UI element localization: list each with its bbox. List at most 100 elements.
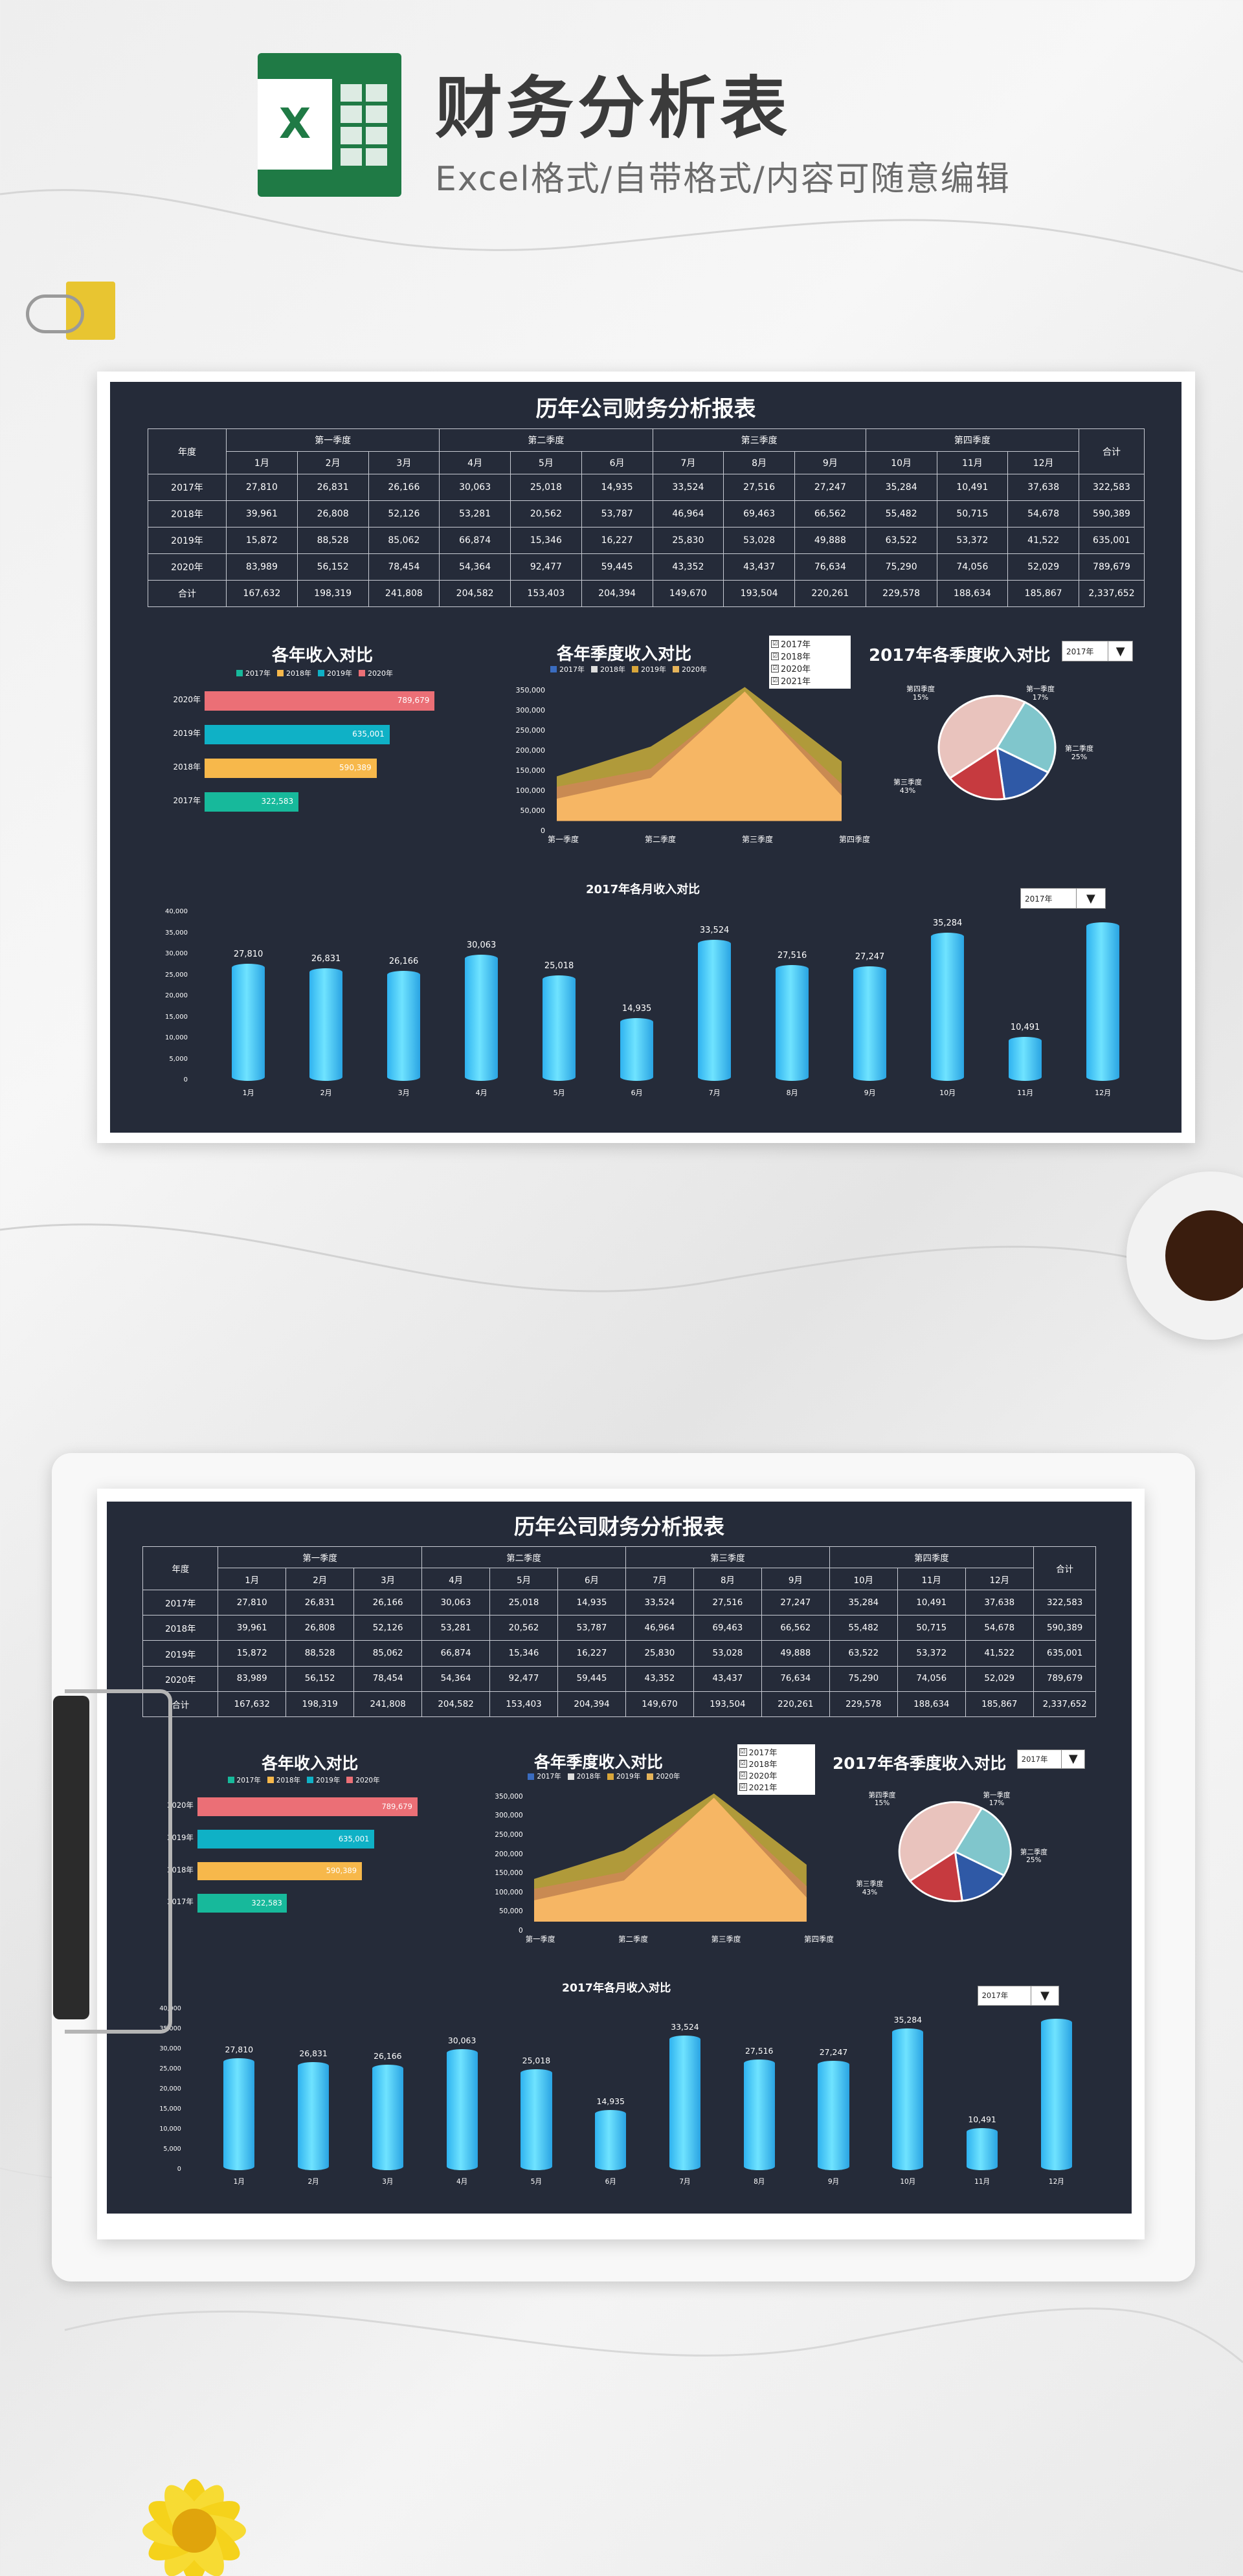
table-cell[interactable]: 27,247 [794, 474, 866, 501]
year-filter-list[interactable]: ☑ 2017年 ☑ 2018年 ☑ 2020年 ☑ 2021年 [769, 636, 851, 689]
monthly-year-dropdown[interactable]: 2017年 ▼ [1020, 888, 1106, 909]
table-cell[interactable]: 66,562 [761, 1615, 830, 1641]
table-cell[interactable]: 53,372 [936, 527, 1009, 554]
chevron-down-icon[interactable]: ▼ [1108, 641, 1132, 661]
table-cell[interactable]: 52,126 [353, 1615, 423, 1641]
table-cell[interactable]: 20,562 [489, 1615, 558, 1641]
table-cell[interactable]: 241,808 [368, 580, 440, 607]
table-cell[interactable]: 15,872 [226, 527, 298, 554]
table-cell[interactable]: 76,634 [761, 1665, 830, 1692]
monthly-bar[interactable] [387, 970, 420, 1081]
table-cell[interactable]: 25,830 [652, 527, 724, 554]
filter-checkbox[interactable]: ☑ [739, 1782, 747, 1791]
table-cell[interactable]: 88,528 [286, 1640, 355, 1667]
row-total[interactable]: 789,679 [1033, 1665, 1097, 1692]
table-cell[interactable]: 50,715 [936, 500, 1009, 527]
filter-checkbox[interactable]: ☑ [739, 1748, 747, 1756]
table-cell[interactable]: 43,437 [693, 1665, 762, 1692]
filter-item[interactable]: ☑ 2017年 [771, 638, 849, 650]
pie-slice[interactable] [954, 1849, 1005, 1902]
table-cell[interactable]: 74,056 [936, 553, 1009, 581]
table-cell[interactable]: 53,281 [439, 500, 511, 527]
filter-checkbox[interactable]: ☑ [739, 1759, 747, 1768]
table-cell[interactable]: 59,445 [581, 553, 653, 581]
table-cell[interactable]: 153,403 [510, 580, 582, 607]
table-cell[interactable]: 83,989 [226, 553, 298, 581]
table-cell[interactable]: 56,152 [297, 553, 369, 581]
table-cell[interactable]: 27,810 [218, 1589, 287, 1616]
table-cell[interactable]: 63,522 [865, 527, 937, 554]
table-cell[interactable]: 54,678 [965, 1615, 1034, 1641]
table-cell[interactable]: 27,516 [693, 1589, 762, 1616]
table-cell[interactable]: 54,364 [421, 1665, 491, 1692]
table-cell[interactable]: 25,018 [510, 474, 582, 501]
monthly-bar[interactable] [297, 2062, 330, 2170]
table-cell[interactable]: 83,989 [218, 1665, 287, 1692]
table-cell[interactable]: 85,062 [353, 1640, 423, 1667]
monthly-bar[interactable] [521, 2069, 552, 2170]
monthly-year-dropdown[interactable]: 2017年 ▼ [977, 1985, 1060, 2006]
table-cell[interactable]: 241,808 [353, 1691, 423, 1718]
table-cell[interactable]: 26,831 [297, 474, 369, 501]
table-cell[interactable]: 56,152 [286, 1665, 355, 1692]
monthly-bar[interactable] [223, 2058, 255, 2170]
table-cell[interactable]: 229,578 [865, 580, 937, 607]
table-cell[interactable]: 49,888 [761, 1640, 830, 1667]
table-cell[interactable]: 27,247 [761, 1589, 830, 1616]
table-cell[interactable]: 69,463 [723, 500, 795, 527]
filter-item[interactable]: ☑ 2021年 [739, 1781, 814, 1793]
monthly-bar[interactable] [818, 2060, 849, 2170]
filter-checkbox[interactable]: ☑ [771, 676, 779, 685]
filter-item[interactable]: ☑ 2021年 [771, 674, 849, 687]
table-cell[interactable]: 53,787 [557, 1615, 626, 1641]
table-cell[interactable]: 10,491 [936, 474, 1009, 501]
table-cell[interactable]: 52,029 [965, 1665, 1034, 1692]
table-cell[interactable]: 27,810 [226, 474, 298, 501]
monthly-bar[interactable] [465, 954, 498, 1081]
table-cell[interactable]: 167,632 [218, 1691, 287, 1718]
table-cell[interactable]: 43,352 [652, 553, 724, 581]
table-cell[interactable]: 26,808 [297, 500, 369, 527]
table-cell[interactable]: 53,787 [581, 500, 653, 527]
monthly-bar[interactable] [669, 2035, 701, 2170]
table-cell[interactable]: 85,062 [368, 527, 440, 554]
table-cell[interactable]: 52,126 [368, 500, 440, 527]
table-cell[interactable]: 46,964 [652, 500, 724, 527]
row-total[interactable]: 635,001 [1033, 1640, 1097, 1667]
table-cell[interactable]: 185,867 [965, 1691, 1034, 1718]
monthly-bar[interactable] [966, 2127, 998, 2170]
table-cell[interactable]: 76,634 [794, 553, 866, 581]
filter-checkbox[interactable]: ☑ [771, 652, 779, 660]
annual-bar[interactable]: 789,679 [205, 691, 435, 711]
monthly-bar[interactable] [372, 2065, 403, 2170]
area-series[interactable] [533, 1797, 807, 1922]
table-cell[interactable]: 75,290 [865, 553, 937, 581]
table-cell[interactable]: 35,284 [865, 474, 937, 501]
table-cell[interactable]: 15,346 [489, 1640, 558, 1667]
table-cell[interactable]: 16,227 [557, 1640, 626, 1667]
table-cell[interactable]: 66,874 [421, 1640, 491, 1667]
table-cell[interactable]: 49,888 [794, 527, 866, 554]
area-series[interactable] [557, 691, 842, 821]
row-total[interactable]: 322,583 [1079, 474, 1145, 501]
table-cell[interactable]: 54,364 [439, 553, 511, 581]
table-cell[interactable]: 92,477 [489, 1665, 558, 1692]
table-cell[interactable]: 50,715 [897, 1615, 966, 1641]
table-cell[interactable]: 15,346 [510, 527, 582, 554]
row-total[interactable]: 789,679 [1079, 553, 1145, 581]
table-cell[interactable]: 39,961 [218, 1615, 287, 1641]
table-cell[interactable]: 39,961 [226, 500, 298, 527]
table-cell[interactable]: 220,261 [761, 1691, 830, 1718]
annual-bar[interactable]: 635,001 [197, 1829, 374, 1849]
annual-bar[interactable]: 635,001 [205, 725, 390, 744]
monthly-bar[interactable] [543, 975, 576, 1081]
monthly-bar[interactable] [620, 1017, 653, 1081]
monthly-bar[interactable] [853, 966, 886, 1081]
chevron-down-icon[interactable]: ▼ [1030, 1986, 1058, 2005]
table-cell[interactable]: 53,028 [723, 527, 795, 554]
table-cell[interactable]: 220,261 [794, 580, 866, 607]
monthly-bar[interactable] [698, 940, 731, 1081]
filter-item[interactable]: ☑ 2020年 [739, 1770, 814, 1781]
pie-slice[interactable] [995, 700, 1057, 774]
table-cell[interactable]: 10,491 [897, 1589, 966, 1616]
